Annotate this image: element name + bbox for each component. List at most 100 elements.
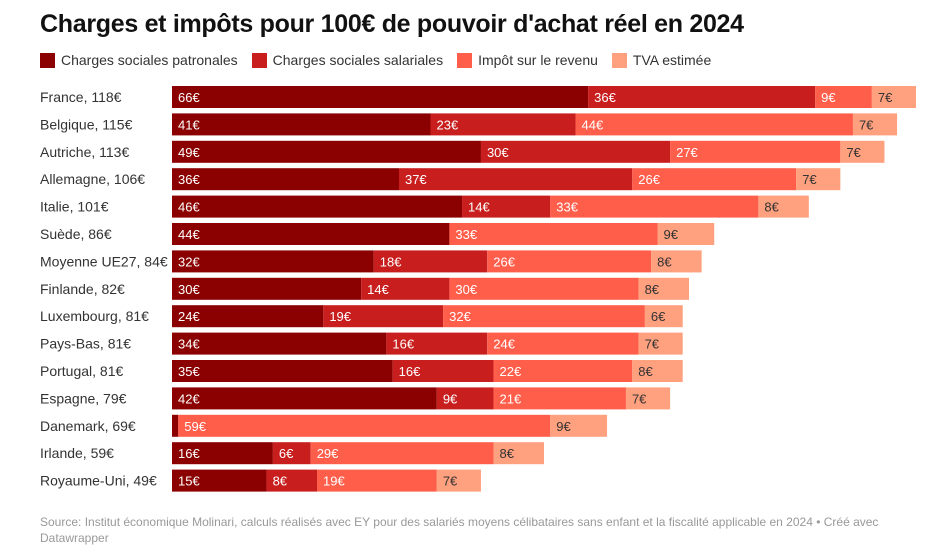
bar-segment [625, 387, 671, 410]
bar-segment [172, 305, 324, 328]
data-label: 7€ [443, 474, 458, 489]
data-label: 16€ [178, 446, 200, 461]
data-label: 24€ [493, 337, 515, 352]
data-label: 41€ [178, 117, 200, 132]
bar-segment [632, 168, 797, 191]
category-label: France, 118€ [40, 89, 122, 105]
bar-segment [487, 250, 652, 273]
bar-segment [172, 469, 267, 492]
data-label: 49€ [178, 145, 200, 160]
category-label: Irlande, 59€ [40, 445, 114, 461]
bar-segment [430, 113, 576, 136]
data-label: 30€ [178, 282, 200, 297]
category-label: Allemagne, 106€ [40, 171, 145, 187]
bar-segment [172, 277, 362, 300]
data-label: 9€ [663, 227, 678, 242]
bar-segment [398, 168, 633, 191]
data-label: 7€ [859, 117, 874, 132]
data-label: 7€ [645, 337, 660, 352]
bar-segment [172, 86, 589, 108]
legend-item: Charges sociales salariales [251, 52, 444, 68]
data-label: 46€ [178, 200, 200, 215]
data-label: 14€ [468, 200, 490, 215]
bar-segment [588, 86, 816, 108]
stacked-bar-chart: France, 118€ 66€ 36€ 9€ 7€ Belgique, 115€ 41€ 2… [40, 86, 916, 492]
bar-segment [172, 387, 437, 410]
data-label: 23€ [437, 117, 459, 132]
data-label: 6€ [651, 309, 666, 324]
data-label: 19€ [323, 474, 345, 489]
chart-title: Charges et impôts pour 100€ de pouvoir d… [40, 10, 744, 38]
bar-segment [172, 414, 179, 437]
data-label: 6€ [279, 446, 294, 461]
data-label: 59€ [184, 419, 206, 434]
bar-segment [172, 140, 481, 163]
data-label: 34€ [178, 337, 200, 352]
data-label: 21€ [500, 391, 522, 406]
category-label: Luxembourg, 81€ [40, 308, 149, 324]
data-label: 22€ [500, 364, 522, 379]
bar-segment [638, 332, 683, 355]
data-label: 7€ [632, 391, 647, 406]
category-label: Danemark, 69€ [40, 418, 136, 434]
data-label: 44€ [582, 117, 604, 132]
data-label: 15€ [178, 474, 200, 489]
data-label: 27€ [676, 145, 698, 160]
bar-segment [178, 414, 551, 437]
data-label: 16€ [392, 337, 414, 352]
legend-item: TVA estimée [611, 52, 712, 68]
bar-segment [815, 86, 872, 108]
data-label: 26€ [493, 254, 515, 269]
bar-segment [172, 195, 463, 218]
legend-label: Charges sociales salariales [272, 52, 444, 68]
data-label: 26€ [638, 172, 660, 187]
data-label: 7€ [846, 145, 861, 160]
data-label: 66€ [178, 90, 200, 105]
category-label: Espagne, 79€ [40, 390, 127, 406]
data-label: 7€ [878, 90, 893, 105]
data-label: 14€ [367, 282, 389, 297]
bar-segment [373, 250, 488, 273]
data-label: 30€ [455, 282, 477, 297]
bar-segment [172, 360, 393, 382]
data-label: 33€ [455, 227, 477, 242]
data-label: 42€ [178, 391, 200, 406]
bar-segment [796, 168, 841, 191]
data-label: 30€ [487, 145, 509, 160]
data-label: 16€ [399, 364, 421, 379]
legend-swatch [611, 52, 627, 68]
data-label: 33€ [556, 200, 578, 215]
bar-segment [638, 277, 690, 300]
data-label: 36€ [178, 172, 200, 187]
legend-label: Charges sociales patronales [61, 52, 238, 68]
bar-segment [436, 387, 494, 410]
bar-segment [493, 442, 544, 465]
bar-segment [317, 469, 437, 492]
legend-label: Impôt sur le revenu [478, 52, 598, 68]
category-label: Belgique, 115€ [40, 116, 133, 132]
bar-segment [462, 195, 551, 218]
bar-segment [172, 223, 450, 245]
category-label: Autriche, 113€ [40, 144, 129, 160]
bar-segment [493, 360, 633, 382]
data-label: 8€ [273, 474, 288, 489]
legend-item: Impôt sur le revenu [457, 52, 598, 68]
category-label: Portugal, 81€ [40, 363, 123, 379]
category-label: Moyenne UE27, 84€ [40, 253, 168, 269]
bar-segment [386, 332, 488, 355]
category-label: Suède, 86€ [40, 226, 112, 242]
bar-segment [632, 360, 683, 382]
bar-segment [172, 168, 399, 191]
bar-segment [172, 332, 387, 355]
bar-segment [443, 305, 645, 328]
bar-segment [670, 140, 841, 163]
bar-segment [657, 223, 715, 245]
bar-segment [651, 250, 702, 273]
bar-segment [172, 442, 273, 465]
category-label: Pays-Bas, 81€ [40, 336, 131, 352]
bar-segment [172, 250, 374, 273]
data-label: 8€ [500, 446, 515, 461]
bar-segment [840, 140, 885, 163]
legend-label: TVA estimée [632, 52, 712, 68]
data-label: 7€ [802, 172, 817, 187]
